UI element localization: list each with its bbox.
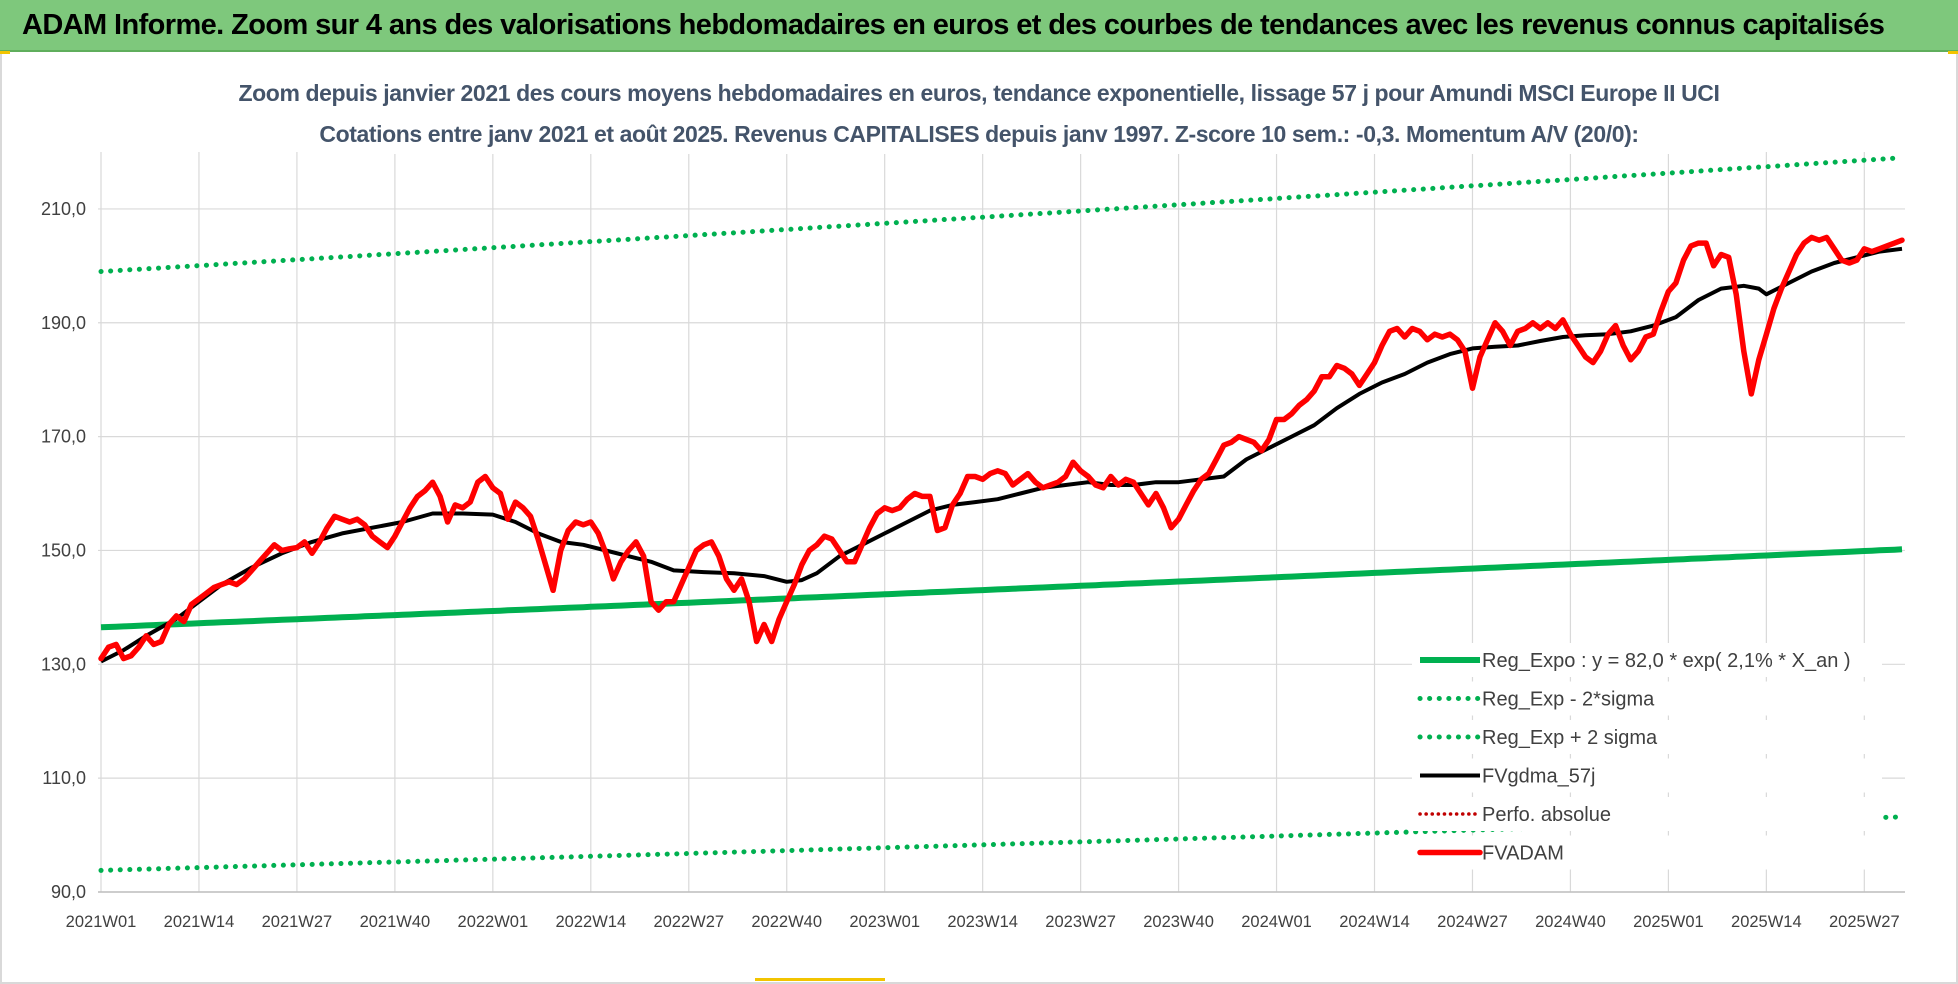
x-tick-label: 2024W14 [1339, 913, 1410, 931]
x-tick-label: 2025W01 [1633, 913, 1704, 931]
title-backdrop [350, 120, 1708, 154]
report-title: ADAM Informe. Zoom sur 4 ans des valoris… [22, 9, 1885, 41]
x-tick-label: 2021W40 [360, 913, 431, 931]
legend-backdrop [1412, 835, 1882, 870]
y-tick-label: 170,0 [41, 427, 86, 447]
report-banner: ADAM Informe. Zoom sur 4 ans des valoris… [0, 0, 1958, 52]
axes: 90,0 110,0 130,0 150,0 170,0 190,0 210,0 2021W0… [41, 199, 1905, 931]
x-tick-label: 2021W01 [66, 913, 137, 931]
legend-label: Reg_Exp - 2*sigma [1482, 689, 1655, 711]
x-tick-label: 2021W14 [164, 913, 235, 931]
legend-label: Reg_Exp + 2 sigma [1482, 727, 1658, 749]
legend-label: FVADAM [1482, 843, 1564, 865]
x-tick-label: 2023W40 [1143, 913, 1214, 931]
x-tick-label: 2022W40 [751, 913, 822, 931]
chart-title-line-2: Cotations entre janv 2021 et août 2025. … [319, 121, 1638, 147]
frame-corner-top-left [0, 51, 10, 54]
x-tick-label: 2025W14 [1731, 913, 1802, 931]
frame-corner-bottom-center [755, 978, 885, 981]
y-tick-label: 150,0 [41, 540, 86, 560]
series-line-solid-red [98, 234, 1905, 662]
series-line-solid-green [100, 546, 1903, 631]
legend-backdrop [1412, 643, 1882, 677]
series-line-dotted-green [98, 155, 1905, 274]
legend-backdrop [1412, 758, 1882, 793]
legend-label: Perfo. absolue [1482, 804, 1611, 826]
legend: Reg_Expo : y = 82,0 * exp( 2,1% * X_an )… [1412, 643, 1882, 870]
y-tick-label: 190,0 [41, 313, 86, 333]
legend-backdrop [1412, 797, 1882, 831]
chart-frame [0, 52, 1958, 984]
x-tick-label: 2023W01 [849, 913, 920, 931]
series-line-dotted-green [98, 814, 1905, 873]
chart-title-line-1: Zoom depuis janvier 2021 des cours moyen… [239, 80, 1720, 106]
series-line-solid-black [100, 246, 1903, 664]
legend-label: FVgdma_57j [1482, 766, 1595, 788]
x-tick-label: 2025W27 [1829, 913, 1900, 931]
y-tick-label: 110,0 [42, 768, 86, 788]
y-tick-label: 210,0 [41, 199, 86, 219]
frame-corner-top-right [1948, 51, 1958, 54]
x-tick-label: 2022W01 [458, 913, 529, 931]
legend-backdrop [1412, 681, 1882, 716]
legend-label: Reg_Expo : y = 82,0 * exp( 2,1% * X_an ) [1482, 650, 1851, 672]
x-tick-label: 2021W27 [262, 913, 333, 931]
series-layer [98, 155, 1905, 873]
x-tick-label: 2024W27 [1437, 913, 1508, 931]
x-tick-label: 2024W40 [1535, 913, 1606, 931]
x-tick-label: 2022W27 [653, 913, 724, 931]
x-tick-label: 2023W14 [947, 913, 1018, 931]
x-tick-label: 2024W01 [1241, 913, 1312, 931]
legend-backdrop [1412, 720, 1882, 754]
y-tick-label: 90,0 [51, 882, 86, 902]
y-tick-label: 130,0 [41, 654, 86, 674]
x-tick-label: 2023W27 [1045, 913, 1116, 931]
x-tick-label: 2022W14 [555, 913, 626, 931]
